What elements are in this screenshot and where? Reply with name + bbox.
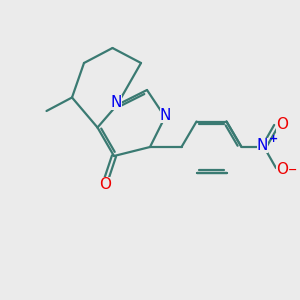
Text: N: N <box>257 138 268 153</box>
Text: N: N <box>160 108 171 123</box>
Text: N: N <box>111 95 122 110</box>
Text: O: O <box>277 117 289 132</box>
Text: O: O <box>99 177 111 192</box>
Text: +: + <box>269 134 278 144</box>
Text: −: − <box>288 164 297 175</box>
Text: O: O <box>277 162 289 177</box>
